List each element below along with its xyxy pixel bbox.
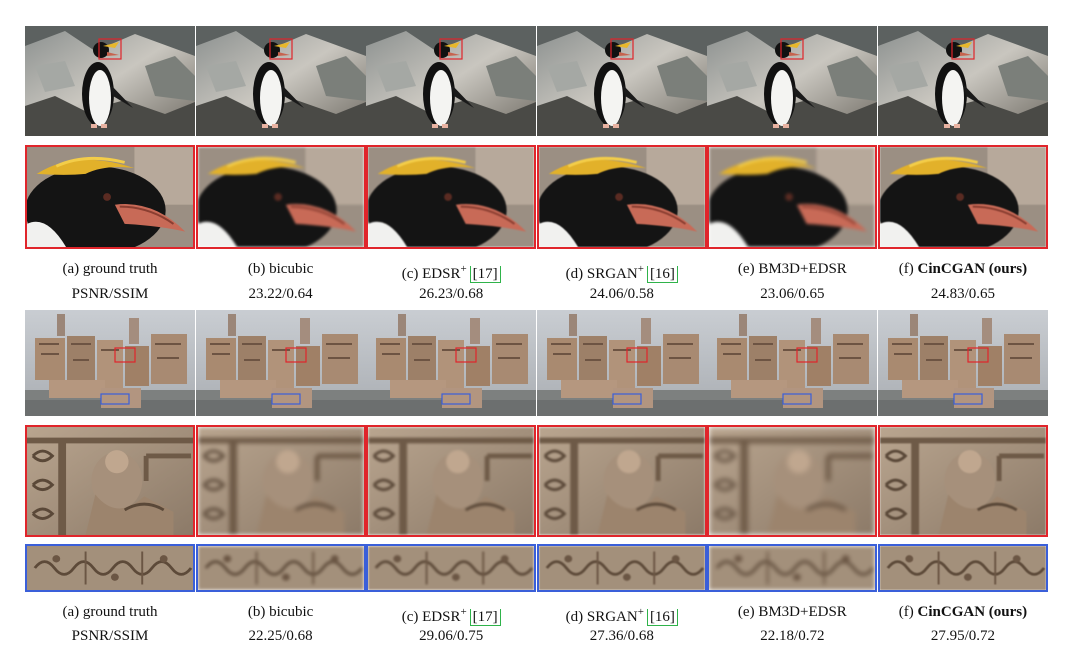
caption-d: (d) SRGAN+ [16] bbox=[537, 260, 707, 283]
sculpture-image-c bbox=[366, 310, 537, 416]
penguin-image-d bbox=[536, 26, 707, 136]
sculpture-image-b bbox=[195, 310, 366, 416]
caption-d: (d) SRGAN+ [16] bbox=[537, 603, 707, 626]
relief-crop-a bbox=[25, 425, 195, 537]
caption-f: (f) CinCGAN (ours) bbox=[898, 261, 1028, 277]
score-b: 23.22/0.64 bbox=[248, 286, 313, 302]
citation-link[interactable]: [17] bbox=[469, 609, 501, 626]
penguin-overview-row bbox=[25, 26, 1048, 136]
score-c: 29.06/0.75 bbox=[419, 628, 484, 644]
caption-e: (e) BM3D+EDSR bbox=[737, 261, 847, 277]
relief-crop-e bbox=[707, 425, 878, 537]
caption-row-2: (a) ground truth (b) bicubic (c) EDSR+ [1… bbox=[25, 603, 1048, 626]
score-e: 22.18/0.72 bbox=[760, 628, 825, 644]
score-b: 22.25/0.68 bbox=[248, 628, 313, 644]
penguin-crop-row bbox=[25, 145, 1048, 249]
relief-crop-d bbox=[536, 425, 707, 537]
score-f: 24.83/0.65 bbox=[930, 286, 996, 302]
score-row-1: PSNR/SSIM 23.22/0.64 26.23/0.68 24.06/0.… bbox=[25, 285, 1048, 303]
penguin-crop-e bbox=[707, 145, 878, 249]
relief-crop-b bbox=[195, 425, 366, 537]
relief-crop-f bbox=[877, 425, 1048, 537]
penguin-image-a bbox=[25, 26, 195, 136]
caption-b: (b) bicubic bbox=[247, 604, 314, 620]
citation-link[interactable]: [16] bbox=[646, 266, 678, 283]
frieze-crop-e bbox=[707, 544, 878, 592]
frieze-crop-c bbox=[366, 544, 537, 592]
penguin-crop-a bbox=[25, 145, 195, 249]
penguin-crop-c bbox=[366, 145, 537, 249]
sculpture-blue-crop-row bbox=[25, 544, 1048, 592]
penguin-image-f bbox=[877, 26, 1048, 136]
relief-crop-c bbox=[366, 425, 537, 537]
sculpture-overview-row bbox=[25, 310, 1048, 416]
sculpture-image-d bbox=[536, 310, 707, 416]
score-d: 24.06/0.58 bbox=[589, 286, 654, 302]
penguin-image-e bbox=[707, 26, 878, 136]
penguin-crop-d bbox=[536, 145, 707, 249]
sculpture-image-f bbox=[877, 310, 1048, 416]
score-d: 27.36/0.68 bbox=[589, 628, 654, 644]
score-e: 23.06/0.65 bbox=[760, 286, 825, 302]
score-row-2: PSNR/SSIM 22.25/0.68 29.06/0.75 27.36/0.… bbox=[25, 627, 1048, 645]
score-label: PSNR/SSIM bbox=[71, 628, 149, 644]
citation-link[interactable]: [17] bbox=[469, 266, 501, 283]
citation-link[interactable]: [16] bbox=[646, 609, 678, 626]
caption-e: (e) BM3D+EDSR bbox=[737, 604, 847, 620]
score-f: 27.95/0.72 bbox=[930, 628, 996, 644]
penguin-crop-f bbox=[877, 145, 1048, 249]
sculpture-red-crop-row bbox=[25, 425, 1048, 537]
caption-c: (c) EDSR+ [17] bbox=[366, 260, 536, 283]
caption-c: (c) EDSR+ [17] bbox=[366, 603, 536, 626]
caption-row-1: (a) ground truth (b) bicubic (c) EDSR+ [1… bbox=[25, 260, 1048, 283]
penguin-image-c bbox=[366, 26, 537, 136]
penguin-image-b bbox=[195, 26, 366, 136]
score-label: PSNR/SSIM bbox=[71, 286, 149, 302]
frieze-crop-f bbox=[877, 544, 1048, 592]
sculpture-image-e bbox=[707, 310, 878, 416]
penguin-crop-b bbox=[195, 145, 366, 249]
frieze-crop-b bbox=[195, 544, 366, 592]
frieze-crop-d bbox=[536, 544, 707, 592]
caption-a: (a) ground truth bbox=[62, 261, 158, 277]
sculpture-image-a bbox=[25, 310, 195, 416]
frieze-crop-a bbox=[25, 544, 195, 592]
score-c: 26.23/0.68 bbox=[419, 286, 484, 302]
caption-f: (f) CinCGAN (ours) bbox=[898, 604, 1028, 620]
caption-a: (a) ground truth bbox=[62, 604, 158, 620]
caption-b: (b) bicubic bbox=[247, 261, 314, 277]
